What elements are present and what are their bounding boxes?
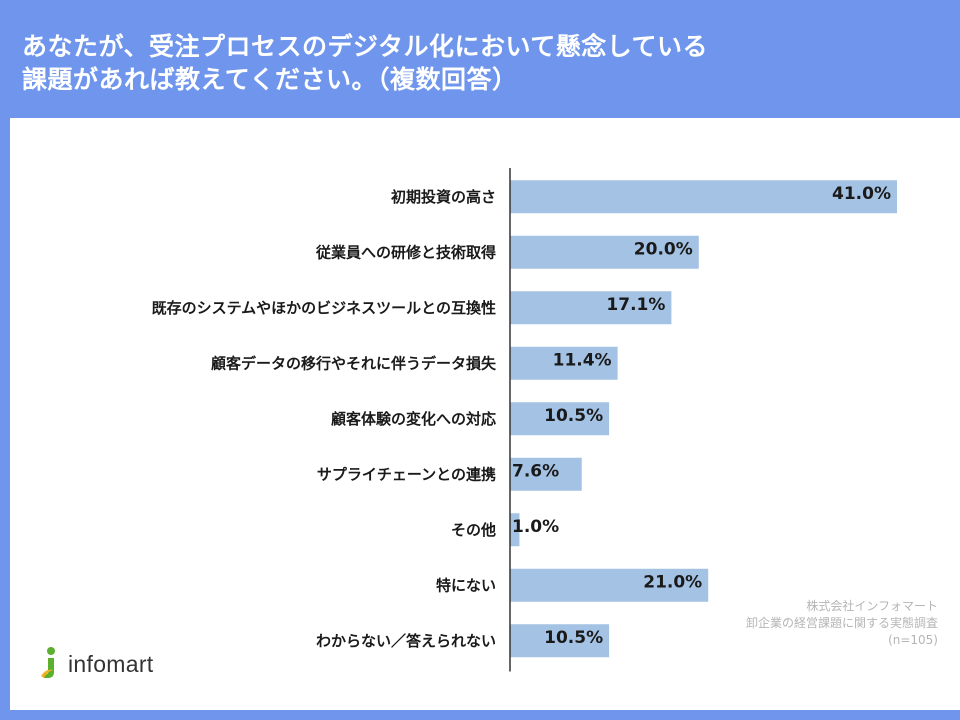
bar-2 [510, 235, 699, 269]
value-label-8: 21.0% [643, 572, 702, 592]
value-label-7: 1.0% [512, 517, 559, 537]
bar-6 [510, 457, 582, 491]
category-label-3: 既存のシステムやほかのビジネスツールとの互換性 [152, 299, 496, 317]
category-label-8: 特にない [436, 576, 496, 594]
category-label-1: 初期投資の高さ [391, 188, 496, 206]
value-label-3: 17.1% [606, 295, 665, 315]
bar-8 [510, 568, 709, 602]
bar-7 [510, 513, 520, 547]
value-label-1: 41.0% [832, 184, 891, 204]
category-label-7: その他 [451, 521, 496, 539]
bar-5 [510, 402, 610, 436]
value-label-9: 10.5% [544, 628, 603, 648]
bar-4 [510, 346, 618, 380]
category-label-5: 顧客体験の変化への対応 [331, 410, 496, 428]
bar-3 [510, 291, 672, 325]
source-sample-size: (n=105) [888, 633, 938, 647]
title-line-1: あなたが、受注プロセスのデジタル化において懸念している [22, 32, 709, 61]
source-survey: 卸企業の経営課題に関する実態調査 [745, 616, 938, 630]
bar-9 [510, 624, 610, 658]
category-label-2: 従業員への研修と技術取得 [315, 243, 496, 261]
source-company: 株式会社インフォマート [806, 599, 938, 613]
infomart-logo: infomart [38, 646, 153, 682]
value-label-2: 20.0% [634, 239, 693, 259]
value-label-6: 7.6% [512, 461, 559, 481]
chart-title: あなたが、受注プロセスのデジタル化において懸念している 課題があれば教えてくださ… [22, 30, 708, 96]
category-label-9: わからない／答えられない [316, 632, 496, 650]
bar-1 [510, 180, 897, 214]
bar-chart: 初期投資の高さ 41.0% 従業員への研修と技術取得 20.0% 既存のシステムやほかの… [152, 168, 897, 672]
value-label-5: 10.5% [544, 406, 603, 426]
infomart-logo-icon [41, 647, 55, 678]
category-label-6: サプライチェーンとの連携 [317, 465, 496, 483]
chart-panel: 初期投資の高さ 41.0% 従業員への研修と技術取得 20.0% 既存のシステムやほかの… [10, 118, 960, 710]
category-label-4: 顧客データの移行やそれに伴うデータ損失 [211, 354, 497, 372]
infomart-logo-text: infomart [68, 650, 154, 677]
value-label-4: 11.4% [553, 350, 612, 370]
title-line-2: 課題があれば教えてください。（複数回答） [22, 65, 518, 94]
source-note: 株式会社インフォマート 卸企業の経営課題に関する実態調査 (n=105) [746, 598, 938, 649]
